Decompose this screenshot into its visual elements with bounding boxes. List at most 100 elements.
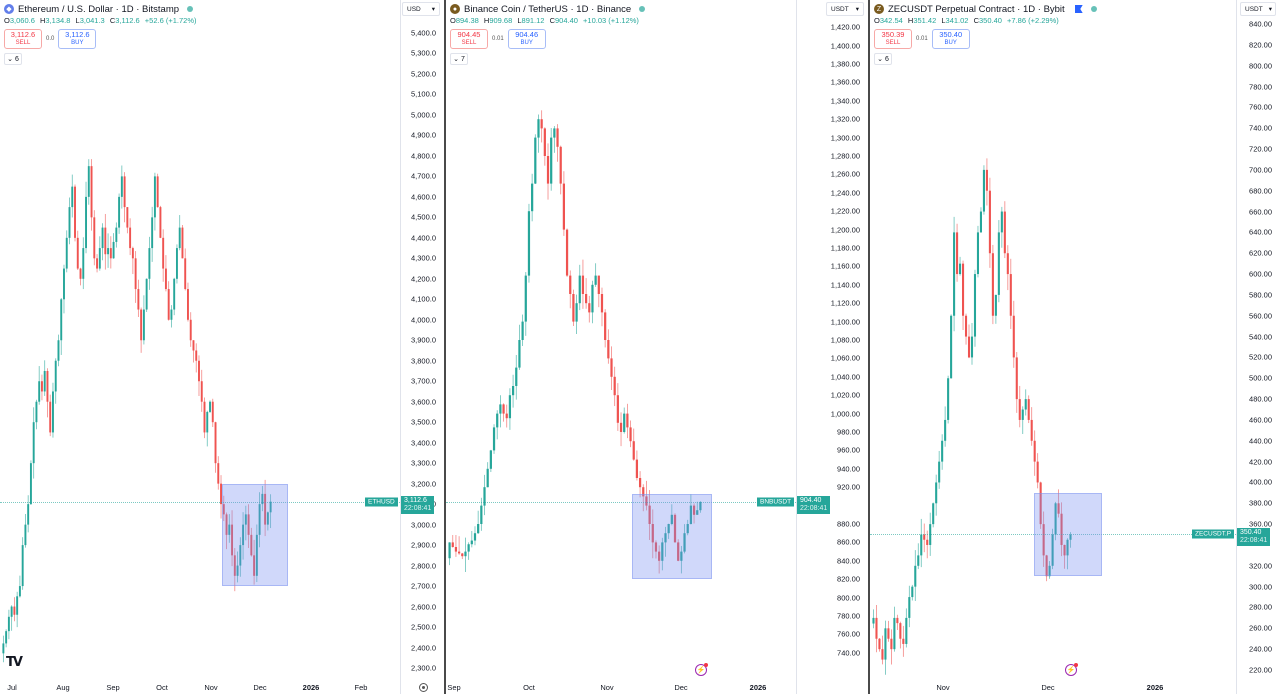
price-tick: 2,500.0 <box>410 622 436 632</box>
price-tick: 380.00 <box>1249 498 1272 508</box>
bar-countdown: 22:08:41 <box>404 504 432 512</box>
time-tick: Nov <box>204 683 218 692</box>
price-tick: 740.00 <box>1249 123 1272 133</box>
price-tick: 1,160.00 <box>830 261 860 271</box>
last-price-label: 3,112.6 22:08:41 <box>401 495 435 514</box>
price-tick: 3,900.0 <box>410 335 436 345</box>
ethereum-icon: ◆ <box>4 4 14 14</box>
symbol-price-tag: ETHUSD <box>365 497 398 507</box>
sell-button[interactable]: 3,112.6 SELL <box>4 29 42 49</box>
price-tick: 2,600.0 <box>410 602 436 612</box>
price-tick: 4,300.0 <box>410 253 436 263</box>
time-tick: Sep <box>106 683 120 692</box>
time-tick: Dec <box>1041 683 1055 692</box>
price-tick: 800.00 <box>1249 61 1272 71</box>
currency-select[interactable]: USDT ▾ <box>1240 2 1276 16</box>
chart-plot-area[interactable] <box>446 0 796 694</box>
price-tick: 3,300.0 <box>410 458 436 468</box>
zcash-icon: Z <box>874 4 884 14</box>
chart-panel-eth[interactable]: ◆ Ethereum / U.S. Dollar · 1D · Bitstamp… <box>0 0 444 694</box>
price-tick: 780.00 <box>1249 82 1272 92</box>
sell-button[interactable]: 350.39 SELL <box>874 29 912 49</box>
flag-icon[interactable] <box>1074 5 1083 13</box>
price-tick: 1,100.00 <box>830 317 860 327</box>
price-tick: 5,000.0 <box>410 110 436 120</box>
price-tick: 1,320.00 <box>830 114 860 124</box>
time-tick: Dec <box>674 683 688 692</box>
price-tick: 500.00 <box>1249 373 1272 383</box>
spread-value: 0.01 <box>916 36 928 42</box>
price-tick: 580.00 <box>1249 290 1272 300</box>
buy-button[interactable]: 350.40 BUY <box>931 29 970 49</box>
market-open-icon <box>639 6 646 12</box>
binance-coin-icon: ● <box>450 4 460 14</box>
tradingview-logo[interactable]: TV <box>6 655 23 670</box>
indicators-toggle[interactable]: ⌄ 6 <box>874 53 892 65</box>
ohlc-values: O3,060.6 H3,134.8 L3,041.3 C3,112.6 +52.… <box>4 16 197 25</box>
symbol-title[interactable]: ZECUSDT Perpetual Contract · 1D · Bybit <box>888 3 1065 15</box>
settings-icon[interactable] <box>419 683 428 692</box>
time-tick: Oct <box>156 683 168 692</box>
panel-divider[interactable] <box>444 0 446 694</box>
flash-news-icon[interactable]: ⚡ <box>1065 663 1078 676</box>
price-tick: 720.00 <box>1249 144 1272 154</box>
bar-countdown: 22:08:41 <box>1240 537 1268 545</box>
chevron-down-icon: ▾ <box>1268 6 1272 13</box>
currency-select[interactable]: USD ▾ <box>402 2 440 16</box>
currency-select[interactable]: USDT ▾ <box>826 2 864 16</box>
time-tick: 2026 <box>1146 683 1164 692</box>
price-tick: 4,500.0 <box>410 212 436 222</box>
last-price-line <box>0 501 400 503</box>
price-tick: 1,300.00 <box>830 133 860 143</box>
panel-divider[interactable] <box>868 0 870 694</box>
indicators-toggle[interactable]: ⌄ 7 <box>450 53 468 65</box>
price-tick: 760.00 <box>1249 102 1272 112</box>
chart-plot-area[interactable] <box>870 0 1236 694</box>
chart-panel-zec[interactable]: Z ZECUSDT Perpetual Contract · 1D · Bybi… <box>870 0 1280 694</box>
price-tick: 1,000.00 <box>830 409 860 419</box>
highlight-rectangle[interactable] <box>1034 492 1102 577</box>
buy-button[interactable]: 904.46 BUY <box>507 29 546 49</box>
highlight-rectangle[interactable] <box>222 483 288 587</box>
price-tick: 520.00 <box>1249 352 1272 362</box>
flash-news-icon[interactable]: ⚡ <box>695 663 708 676</box>
indicators-toggle[interactable]: ⌄ 6 <box>4 53 22 65</box>
price-tick: 1,420.00 <box>830 22 860 32</box>
price-tick: 1,060.00 <box>830 353 860 363</box>
price-tick: 1,360.00 <box>830 77 860 87</box>
chart-panel-bnb[interactable]: ● Binance Coin / TetherUS · 1D · Binance… <box>446 0 868 694</box>
highlight-rectangle[interactable] <box>632 493 712 580</box>
symbol-price-tag: ZECUSDT.P <box>1192 529 1235 539</box>
time-tick: Nov <box>936 683 950 692</box>
price-tick: 920.00 <box>837 482 860 492</box>
price-tick: 940.00 <box>837 464 860 474</box>
price-tick: 620.00 <box>1249 248 1272 258</box>
price-tick: 1,220.00 <box>830 206 860 216</box>
ohlc-values: O894.38 H909.68 L891.12 C904.40 +10.03 (… <box>450 16 639 25</box>
chart-plot-area[interactable] <box>0 0 400 694</box>
symbol-legend: ◆ Ethereum / U.S. Dollar · 1D · Bitstamp… <box>4 2 200 65</box>
price-tick: 5,300.0 <box>410 48 436 58</box>
price-tick: 1,400.00 <box>830 41 860 51</box>
price-axis[interactable]: 1,420.00 1,400.00 1,380.00 1,360.00 1,340.00… <box>796 0 868 694</box>
price-tick: 440.00 <box>1249 436 1272 446</box>
price-tick: 740.00 <box>837 648 860 658</box>
symbol-title[interactable]: Binance Coin / TetherUS · 1D · Binance <box>464 3 632 15</box>
buy-button[interactable]: 3,112.6 BUY <box>58 29 97 49</box>
sell-button[interactable]: 904.45 SELL <box>450 29 488 49</box>
price-tick: 2,700.0 <box>410 581 436 591</box>
price-axis[interactable]: 840.00 820.00 800.00 780.00 760.00 740.00 720.… <box>1236 0 1280 694</box>
price-tick: 460.00 <box>1249 415 1272 425</box>
price-tick: 1,080.00 <box>830 335 860 345</box>
price-tick: 5,400.0 <box>410 28 436 38</box>
price-axis[interactable]: 5,400.0 5,300.0 5,200.0 5,100.0 5,000.0 4,900… <box>400 0 444 694</box>
symbol-title[interactable]: Ethereum / U.S. Dollar · 1D · Bitstamp <box>18 3 180 15</box>
price-tick: 4,400.0 <box>410 233 436 243</box>
chevron-down-icon: ▾ <box>431 6 435 13</box>
price-tick: 3,800.0 <box>410 356 436 366</box>
price-tick: 860.00 <box>837 537 860 547</box>
price-tick: 220.00 <box>1249 665 1272 675</box>
price-tick: 4,100.0 <box>410 294 436 304</box>
candlestick-series <box>448 110 702 574</box>
price-tick: 3,600.0 <box>410 397 436 407</box>
